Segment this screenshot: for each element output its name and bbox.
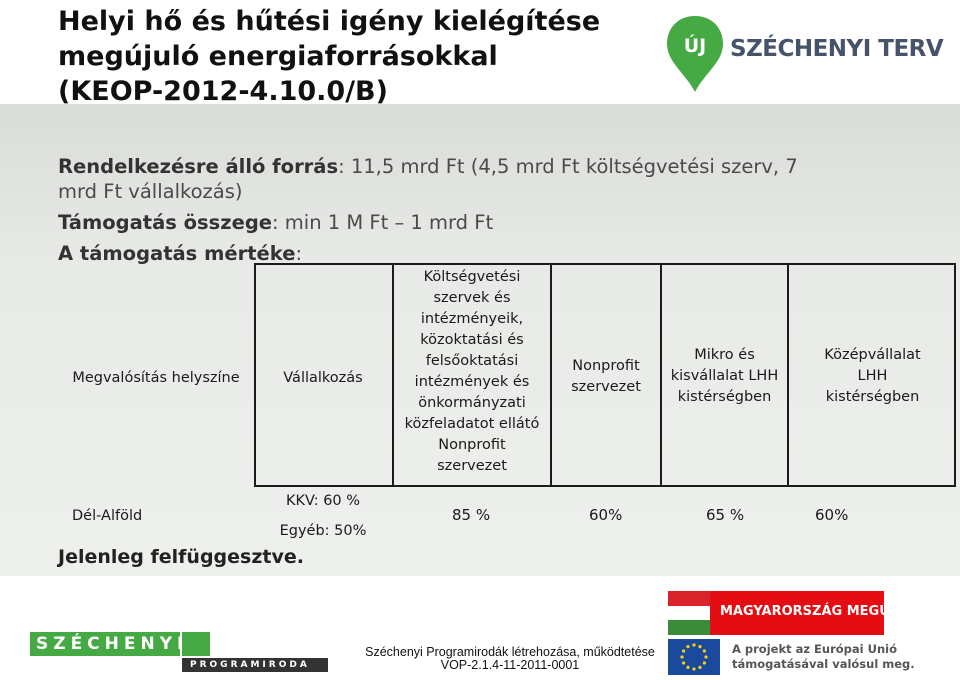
- amount-label: Támogatás összege: [58, 211, 273, 234]
- logo-top-text: SZÉCHENYI: [36, 634, 189, 654]
- logo-badge-text: ÚJ: [684, 33, 707, 57]
- header-nonprofit: Nonprofit szervezet: [571, 358, 641, 395]
- rate-budget: 85 %: [452, 506, 491, 524]
- eu-support-text: A projekt az Európai Unió támogatásával …: [732, 642, 915, 671]
- amount-line: Támogatás összege: min 1 M Ft – 1 mrd Ft: [58, 211, 493, 234]
- hungarian-flag-icon: [668, 591, 710, 635]
- header-budget: Költségvetési szervek és intézményeik, közo…: [404, 269, 540, 474]
- page-title: Helyi hő és hűtési igény kielégítése meg…: [58, 4, 658, 109]
- footer-line-2: VOP-2.1.4-11-2011-0001: [440, 658, 580, 672]
- row-kkv: KKV: 60 %: [285, 493, 361, 509]
- title-line-1: Helyi hő és hűtési igény kielégítése: [58, 6, 601, 37]
- magyarorszag-megujul-logo: MAGYARORSZÁG MEGÚJUL: [668, 591, 884, 635]
- logo-green-square: [182, 632, 210, 656]
- table-divider: [787, 263, 789, 487]
- logo-green-bar: SZÉCHENYI: [30, 632, 183, 656]
- logo-brand-text: SZÉCHENYI TERV: [730, 36, 944, 62]
- footer-line-1: Széchenyi Programirodák létrehozása, műk…: [365, 645, 655, 659]
- rate-medium: 60%: [815, 506, 849, 524]
- header-company: Vállalkozás: [283, 370, 363, 386]
- szechenyi-programiroda-logo: SZÉCHENYI PROGRAMIRODA: [30, 632, 328, 672]
- table-divider: [550, 263, 552, 487]
- rate-nonprofit: 60%: [589, 506, 623, 524]
- row-region: Dél-Alföld: [72, 508, 143, 524]
- rate-label: A támogatás mértéke: [58, 242, 296, 265]
- title-line-2: megújuló energiaforrásokkal: [58, 41, 498, 72]
- source-line-cont: mrd Ft vállalkozás): [58, 180, 243, 203]
- logo-bottom-text: PROGRAMIRODA: [190, 660, 310, 670]
- logo-dark-bar: PROGRAMIRODA: [182, 658, 328, 672]
- content-band: [0, 104, 960, 576]
- source-value: : 11,5 mrd Ft (4,5 mrd Ft költségvetési …: [338, 155, 798, 178]
- support-rate-table: [254, 263, 956, 487]
- header-micro: Mikro és kisvállalat LHH kistérségben: [670, 347, 779, 405]
- footer-project-info: Széchenyi Programirodák létrehozása, műk…: [320, 646, 700, 672]
- row-other: Egyéb: 50%: [279, 523, 367, 539]
- rate-line: A támogatás mértéke:: [58, 242, 302, 265]
- eu-flag-icon: [668, 639, 720, 675]
- table-divider: [392, 263, 394, 487]
- source-line: Rendelkezésre álló forrás: 11,5 mrd Ft (…: [58, 155, 798, 178]
- map-pin-icon: ÚJ: [667, 16, 723, 92]
- mm-logo-text: MAGYARORSZÁG MEGÚJUL: [720, 604, 884, 619]
- title-line-3: (KEOP-2012-4.10.0/B): [58, 76, 388, 107]
- rate-value: :: [295, 242, 303, 265]
- suspended-note: Jelenleg felfüggesztve.: [58, 546, 304, 568]
- amount-value: : min 1 M Ft – 1 mrd Ft: [272, 211, 494, 234]
- eu-support-logo: A projekt az Európai Unió támogatásával …: [668, 639, 958, 675]
- table-divider: [660, 263, 662, 487]
- szechenyi-terv-logo: ÚJ SZÉCHENYI TERV: [664, 14, 954, 94]
- header-location: Megvalósítás helyszíne: [72, 370, 240, 386]
- rate-micro: 65 %: [706, 506, 745, 524]
- header-medium: Középvállalat LHH kistérségben: [824, 347, 921, 405]
- source-label: Rendelkezésre álló forrás: [58, 155, 339, 178]
